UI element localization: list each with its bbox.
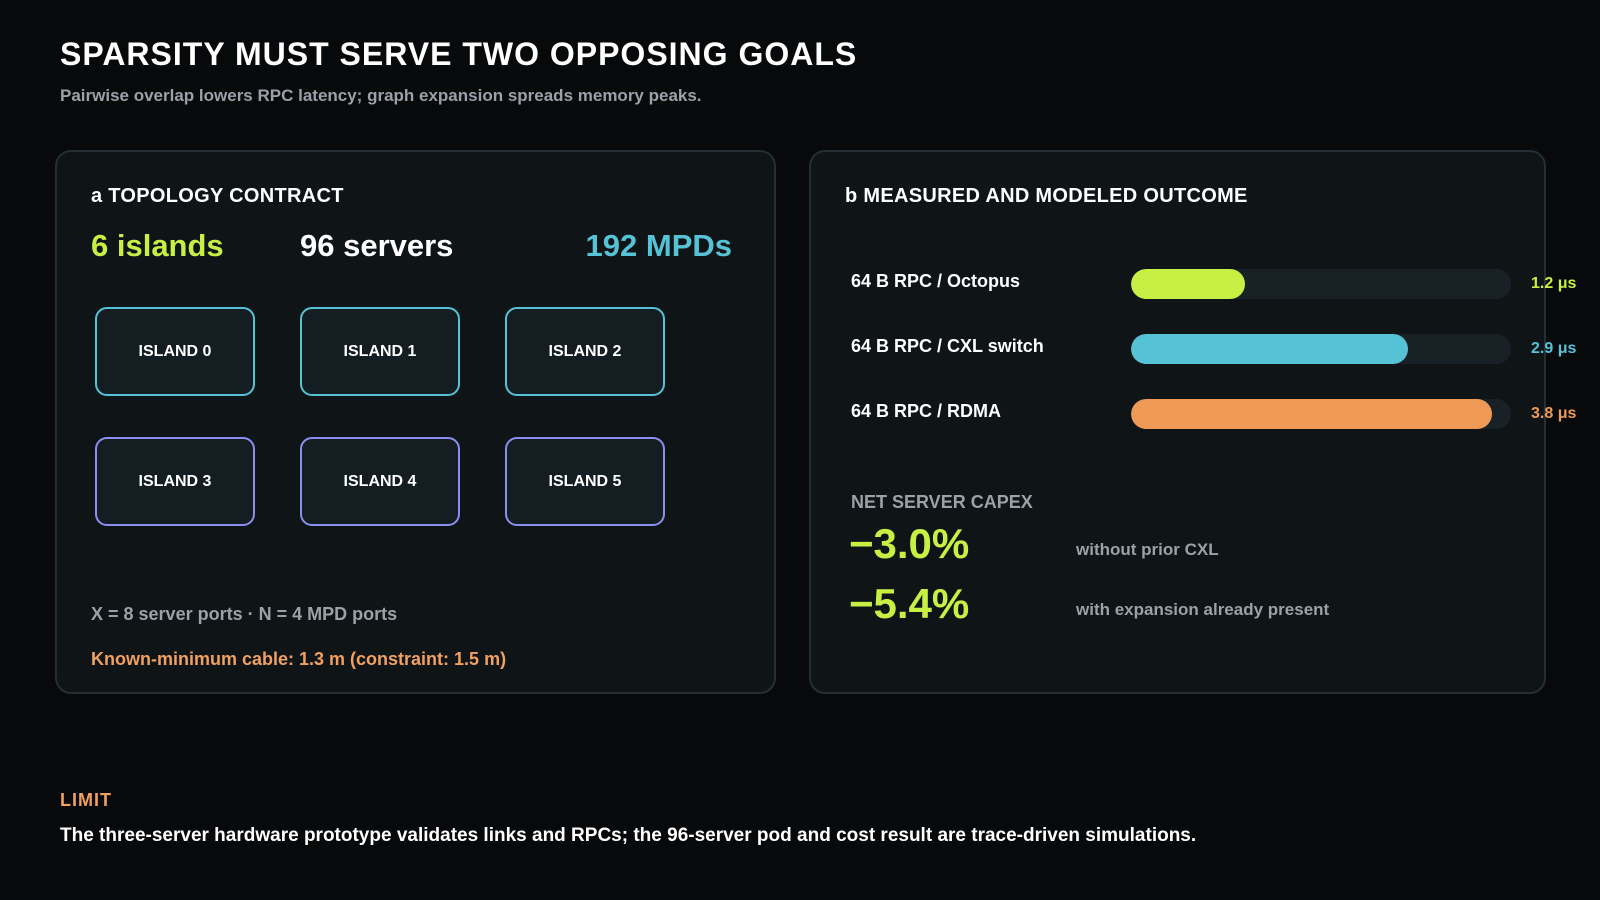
rpc-bar-fill [1131,269,1245,299]
rpc-bar-fill [1131,399,1492,429]
page-title: SPARSITY MUST SERVE TWO OPPOSING GOALS [60,36,858,72]
rpc-bar-track [1131,399,1511,429]
rpc-bar-row-rdma: 64 B RPC / RDMA 3.8 μs [811,399,1576,429]
rpc-bar-value: 1.2 μs [1531,275,1577,292]
capex-description: without prior CXL [1076,540,1219,559]
island-card-3: ISLAND 3 [95,437,255,526]
capex-value: −5.4% [849,580,970,627]
mpds-metric: 192 MPDs [585,228,732,263]
topology-heading: a TOPOLOGY CONTRACT [91,185,344,207]
capex-label: NET SERVER CAPEX [851,492,1033,512]
capex-value: −3.0% [849,520,970,567]
rpc-bar-value: 3.8 μs [1531,405,1577,422]
capex-description: with expansion already present [1076,600,1330,619]
ports-note: X = 8 server ports · N = 4 MPD ports [91,604,398,624]
limit-label: LIMIT [60,790,112,810]
rpc-bar-track [1131,269,1511,299]
islands-metric: 6 islands [91,228,224,263]
outcome-panel: b MEASURED AND MODELED OUTCOME 64 B RPC … [809,150,1576,694]
island-card-0: ISLAND 0 [95,307,255,396]
outcome-heading: b MEASURED AND MODELED OUTCOME [845,185,1248,207]
rpc-bar-row-octopus: 64 B RPC / Octopus 1.2 μs [811,269,1576,299]
island-card-5: ISLAND 5 [505,437,665,526]
rpc-bar-value: 2.9 μs [1531,340,1577,357]
cable-note: Known-minimum cable: 1.3 m (constraint: … [91,649,507,669]
rpc-bar-label: 64 B RPC / CXL switch [851,336,1044,356]
island-card-1: ISLAND 1 [300,307,460,396]
rpc-bar-fill [1131,334,1409,364]
rpc-bar-label: 64 B RPC / Octopus [851,271,1021,291]
rpc-bar-row-cxl-switch: 64 B RPC / CXL switch 2.9 μs [811,334,1576,364]
page-subtitle: Pairwise overlap lowers RPC latency; gra… [60,86,702,105]
island-card-2: ISLAND 2 [505,307,665,396]
island-card-4: ISLAND 4 [300,437,460,526]
rpc-bar-label: 64 B RPC / RDMA [851,401,1002,421]
limit-text: The three-server hardware prototype vali… [60,825,1197,846]
topology-panel: a TOPOLOGY CONTRACT 6 islands 96 servers… [55,150,776,694]
servers-metric: 96 servers [300,228,454,263]
rpc-bar-track [1131,334,1511,364]
